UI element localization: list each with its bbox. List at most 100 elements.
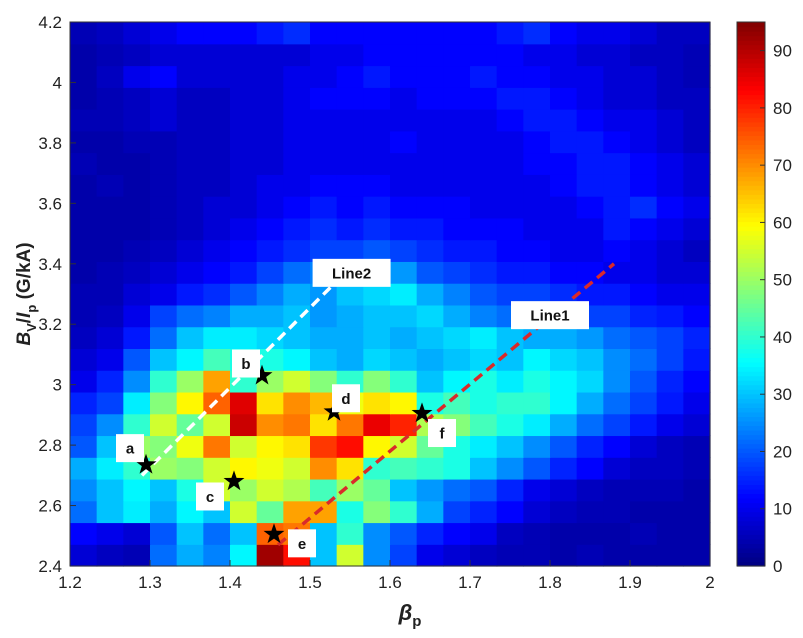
heatmap-cell xyxy=(390,370,418,393)
heatmap-cell xyxy=(256,500,284,524)
heatmap-cell xyxy=(603,478,631,502)
heatmap-cell xyxy=(603,152,631,175)
colorbar-segment xyxy=(737,393,765,399)
heatmap-cell xyxy=(443,152,471,175)
heatmap-cell xyxy=(523,435,551,458)
colorbar-segment xyxy=(737,488,765,495)
y-tick-label: 3.4 xyxy=(38,255,62,274)
colorbar-segment xyxy=(737,334,765,340)
heatmap-cell xyxy=(550,478,578,502)
colorbar-segment xyxy=(737,448,765,454)
heatmap-cell xyxy=(550,283,578,306)
annotation-box xyxy=(428,419,456,448)
heatmap-cell xyxy=(443,239,471,262)
heatmap-cell xyxy=(336,522,364,545)
heatmap-cell xyxy=(443,457,471,480)
x-tick-label: 1.5 xyxy=(298,573,322,592)
heatmap-cell xyxy=(123,43,151,67)
colorbar-segment xyxy=(737,203,765,209)
heatmap-cell xyxy=(256,109,284,132)
heatmap-cell xyxy=(576,500,604,524)
colorbar-segment xyxy=(737,461,765,467)
heatmap-cell xyxy=(576,22,604,45)
heatmap-cell xyxy=(176,370,204,393)
heatmap-cell xyxy=(203,22,231,45)
heatmap-cell xyxy=(683,500,711,524)
heatmap-cell xyxy=(603,239,631,262)
heatmap-cell xyxy=(256,326,284,349)
heatmap-cell xyxy=(203,174,231,197)
heatmap-cell xyxy=(683,130,711,154)
heatmap-cell xyxy=(443,174,471,197)
heatmap-cell xyxy=(176,304,204,328)
heatmap-cell xyxy=(443,544,471,567)
heatmap-cell xyxy=(256,130,284,154)
heatmap-cell xyxy=(630,87,658,110)
colorbar-segment xyxy=(737,212,765,218)
heatmap-cell xyxy=(150,283,178,306)
heatmap-cell xyxy=(656,109,684,132)
heatmap-cell xyxy=(630,152,658,175)
heatmap-cell xyxy=(470,348,498,371)
heatmap-cell xyxy=(363,87,391,110)
heatmap-cell xyxy=(256,43,284,67)
heatmap-cell xyxy=(203,413,231,437)
heatmap-cell xyxy=(630,22,658,45)
colorbar-segment xyxy=(737,303,765,309)
y-tick-label: 3.2 xyxy=(38,315,62,334)
colorbar-segment xyxy=(737,362,765,368)
heatmap-cell xyxy=(176,261,204,284)
heatmap-cell xyxy=(230,196,258,219)
x-tick-label: 1.8 xyxy=(538,573,562,592)
heatmap-cell xyxy=(630,304,658,328)
star-marker xyxy=(223,470,245,491)
colorbar-segment xyxy=(737,416,765,422)
heatmap-cell xyxy=(203,152,231,175)
y-axis-label-b: B xyxy=(14,332,35,346)
heatmap-cell xyxy=(496,326,524,349)
x-tick-label: 1.9 xyxy=(618,573,642,592)
heatmap-cell xyxy=(416,348,444,371)
heatmap-cell xyxy=(203,391,231,415)
heatmap-cell xyxy=(363,544,391,567)
heatmap-cell xyxy=(230,261,258,284)
heatmap-cell xyxy=(256,196,284,219)
heatmap-cell xyxy=(443,304,471,328)
heatmap-cell xyxy=(656,239,684,262)
colorbar-ticks: 0 10 20 30 40 50 60 70 80 90 xyxy=(760,42,792,576)
heatmap-cell xyxy=(70,43,98,67)
heatmap-cell xyxy=(630,457,658,480)
heatmap-cell xyxy=(283,304,311,328)
heatmap-cell xyxy=(310,65,338,88)
heatmap-cell xyxy=(96,413,124,437)
heatmap-cell xyxy=(390,87,418,110)
y-axis-label-slash: / xyxy=(14,317,35,323)
heatmap-cell xyxy=(603,130,631,154)
colorbar-tick-label: 10 xyxy=(773,500,792,519)
colorbar-segment xyxy=(737,53,765,59)
heatmap-cell xyxy=(656,500,684,524)
heatmap-cell xyxy=(523,348,551,371)
heatmap-cell xyxy=(550,435,578,458)
heatmap-cell xyxy=(123,391,151,415)
heatmap-cell xyxy=(390,304,418,328)
heatmap-cell xyxy=(576,522,604,545)
heatmap-cell xyxy=(176,326,204,349)
colorbar-segment xyxy=(737,466,765,472)
heatmap-cell xyxy=(470,544,498,567)
heatmap-cell xyxy=(123,304,151,328)
heatmap-cell xyxy=(630,283,658,306)
heatmap-cell xyxy=(310,22,338,45)
heatmap-cell xyxy=(683,217,711,241)
heatmap-cell xyxy=(603,370,631,393)
colorbar-segment xyxy=(737,547,765,553)
y-axis-label-i-sub: p xyxy=(24,305,39,313)
annotation-box xyxy=(288,529,316,558)
heatmap-cell xyxy=(656,22,684,45)
x-axis-label-sub: p xyxy=(412,613,421,630)
heatmap-cell xyxy=(603,261,631,284)
heatmap-cell xyxy=(656,457,684,480)
heatmap-cell xyxy=(603,304,631,328)
heatmap-cell xyxy=(283,261,311,284)
colorbar-segment xyxy=(737,457,765,463)
